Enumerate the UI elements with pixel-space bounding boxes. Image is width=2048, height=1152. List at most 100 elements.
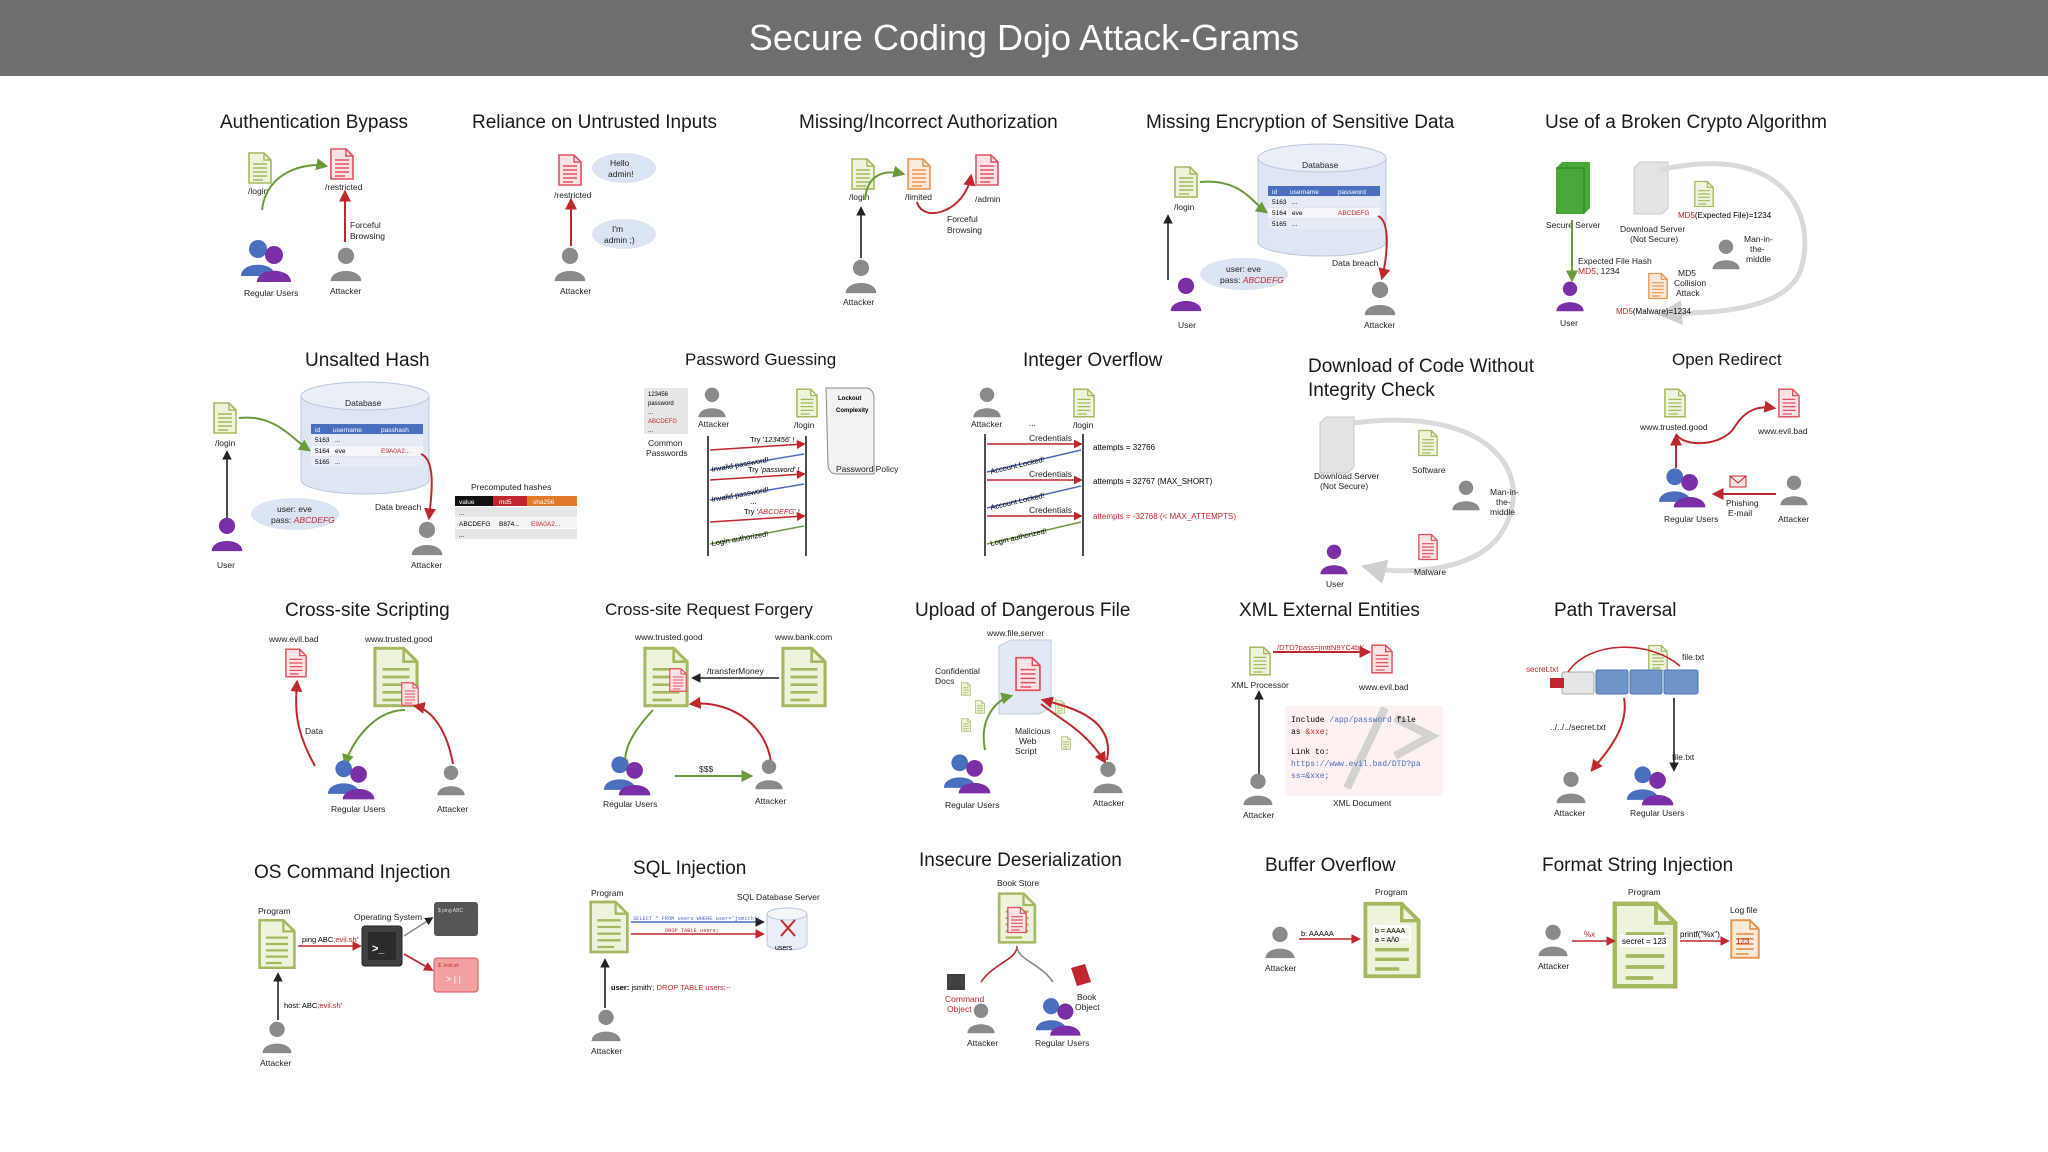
sql-injection-diagram: Program SQL Database Server users SELECT…: [589, 888, 820, 1056]
browsing-label: Browsing: [350, 231, 385, 241]
injected-script-icon: [401, 682, 419, 706]
login-arrow: [864, 165, 906, 201]
buffer-overflow-diagram: Program b = AAAA a = A/\0 b: AAAAA Attac…: [1265, 887, 1421, 979]
malware-doc-icon: [1418, 533, 1438, 561]
policy-label: Password Policy: [836, 464, 899, 474]
panel-title: Buffer Overflow: [1265, 855, 1396, 876]
login-label: /login: [1174, 202, 1195, 212]
locked-arrow-2: [986, 485, 1082, 509]
memory-b: b = AAAA: [1375, 928, 1405, 935]
mitm-label-2: the-: [1750, 244, 1765, 254]
forceful-arrow: [916, 173, 976, 214]
panel-title: Unsalted Hash: [305, 350, 430, 371]
untrusted-inputs-diagram: /restricted Hello admin! I'm admin ;) At…: [554, 153, 656, 296]
breach-label: Data breach: [375, 502, 422, 512]
collision-label: MD5: [1678, 268, 1696, 278]
bank-doc-icon: [781, 646, 827, 708]
confidential-doc-icon: [961, 718, 971, 732]
panel-authentication-bypass: Authentication Bypass /login /restricted…: [200, 112, 420, 302]
panel-xxe: XML External Entities XML Processor /DTD…: [1225, 600, 1465, 825]
panel-title: Integer Overflow: [1023, 350, 1163, 371]
dots: ...: [750, 497, 757, 506]
folder-icon: [1595, 669, 1629, 695]
pre-cell: E9A0A2...: [531, 521, 560, 528]
panel-integrity-check: Download of Code Without Integrity Check…: [1300, 355, 1560, 595]
command-label-2: Object: [947, 1004, 972, 1014]
hash-label: Expected File Hash: [1578, 256, 1652, 266]
credentials-bubble: [1200, 258, 1288, 290]
cell: 5164: [1272, 210, 1287, 217]
folder-icon: [1629, 669, 1663, 695]
memory-box: [1373, 925, 1411, 943]
expected-md5: MD5(Expected File)=1234: [1678, 211, 1772, 220]
book-label: Book: [1077, 992, 1097, 1002]
cell: ...: [1292, 199, 1298, 206]
user-input-label: user: jsmith'; DROP TABLE users;--: [611, 983, 731, 992]
limited-label: /limited: [905, 192, 932, 202]
db-label: Database: [345, 398, 382, 408]
traversal-arc: [1567, 646, 1681, 673]
data-breach-arrow: [420, 453, 437, 521]
attempts-3: attempts = -32768 (< MAX_ATTEMPTS): [1093, 512, 1236, 521]
cell: eve: [1292, 210, 1303, 217]
log-value: 123: [1736, 937, 1750, 946]
page-load-arrow: [342, 709, 406, 767]
regular-users-icon: [1658, 468, 1706, 508]
code-line-4: https://www.evil.bad/DTD?pa: [1291, 760, 1421, 769]
terminal-prompt: >_: [372, 943, 385, 955]
panel-title: Reliance on Untrusted Inputs: [472, 112, 718, 133]
title-line-1: Download of Code Without: [1308, 356, 1535, 377]
confidential-doc-icon: [1061, 736, 1071, 750]
panel-title: Format String Injection: [1542, 855, 1734, 876]
panel-title: Missing/Incorrect Authorization: [799, 112, 1058, 133]
password-guessing-diagram: 123456 password ... ABCDEFG ... Common P…: [644, 387, 899, 556]
cell: 5165: [315, 459, 330, 466]
data-exfil-arrow: [290, 679, 316, 767]
mitm-label-3: middle: [1746, 254, 1771, 264]
pre-col: md5: [499, 499, 512, 506]
login-doc-icon: [248, 152, 272, 184]
mitm-label-2: the-: [1496, 497, 1511, 507]
table-row: [1268, 219, 1380, 229]
reply-arrow-1: [709, 453, 805, 471]
panel-format-string-injection: Format String Injection Program secret =…: [1530, 855, 1800, 1055]
cell: 5163: [315, 437, 330, 444]
breach-label: Data breach: [1332, 258, 1379, 268]
code-line-5: ss=&xxe;: [1291, 772, 1329, 781]
attacker-icon: [845, 259, 877, 294]
download-server-icon: [1633, 161, 1669, 215]
terminal-icon: [361, 925, 403, 967]
bubble-line: admin!: [608, 169, 634, 179]
cred-user: user: eve: [1226, 264, 1261, 274]
pre-header-sha256: [527, 496, 577, 506]
download-label: Download Server: [1314, 471, 1379, 481]
pre-row: [455, 518, 577, 528]
ping-arrow: [403, 917, 434, 937]
data-breach-arrow: [1377, 215, 1391, 281]
redirect-arrow: [1675, 400, 1777, 445]
traversal-label: ../../../secret.txt: [1550, 722, 1606, 732]
credentials-bubble: [251, 498, 339, 530]
browse-arrow: [982, 692, 1014, 751]
col-username: username: [333, 427, 362, 434]
common-label: Common: [648, 438, 683, 448]
user-label: User: [1178, 320, 1196, 330]
forceful-label: Forceful: [350, 220, 381, 230]
pre-cell: ...: [459, 510, 465, 517]
regular-users-icon: [603, 756, 651, 796]
pw-item: ...: [648, 428, 653, 434]
attacker-label: Attacker: [1778, 514, 1809, 524]
book-label-2: Object: [1075, 1002, 1100, 1012]
page-title: Secure Coding Dojo Attack-Grams: [748, 17, 1300, 58]
attacker-icon: [1265, 926, 1295, 959]
upload-dangerous-file-diagram: www.file.server Confidential Docs Malici…: [935, 628, 1124, 810]
attacker-label: Attacker: [1554, 808, 1585, 818]
xss-diagram: www.evil.bad www.trusted.good Data Regul…: [268, 634, 468, 814]
panel-os-command-injection: OS Command Injection Program Operating S…: [250, 862, 490, 1072]
confidential-doc-icon: [975, 700, 985, 714]
attacker-label: Attacker: [698, 419, 729, 429]
reply-label-3: Login authorized!: [711, 529, 769, 548]
cell: ...: [1292, 221, 1298, 228]
table-row: [1268, 197, 1380, 207]
reply-arrow-2: [709, 483, 805, 501]
